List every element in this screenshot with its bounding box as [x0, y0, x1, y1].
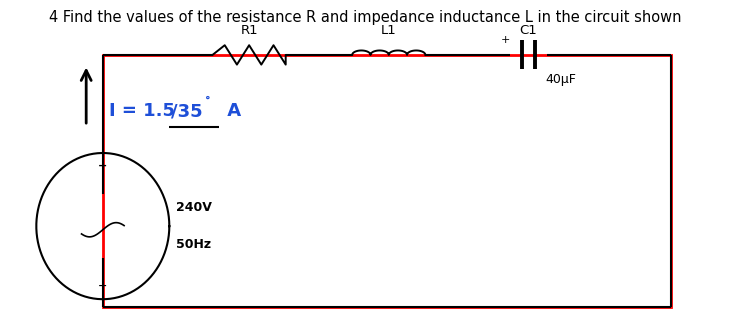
Bar [103, 55, 671, 307]
Text: 40μF: 40μF [545, 73, 576, 86]
Text: °: ° [205, 96, 211, 106]
Text: I = 1.5: I = 1.5 [110, 102, 182, 120]
Text: /35: /35 [170, 102, 202, 120]
Text: 4 Find the values of the resistance R and impedance inductance L in the circuit : 4 Find the values of the resistance R an… [49, 10, 682, 25]
Text: 240V: 240V [176, 201, 212, 214]
Text: −: − [98, 281, 107, 291]
Text: R1: R1 [240, 24, 258, 37]
Text: C1: C1 [520, 24, 537, 37]
Text: +: + [98, 161, 107, 171]
Text: 50Hz: 50Hz [176, 238, 211, 251]
Text: A: A [221, 102, 240, 120]
Text: L1: L1 [381, 24, 397, 37]
Text: +: + [501, 36, 510, 45]
